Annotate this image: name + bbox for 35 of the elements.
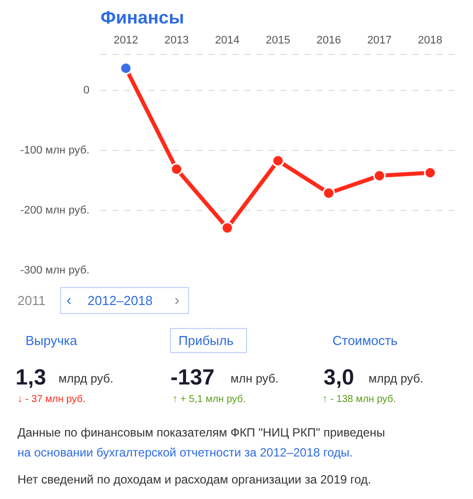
text: ↑ - 138 млн руб.	[322, 394, 396, 405]
y-tick-label: -100 млн руб.	[20, 144, 90, 156]
chart-title: Финансы	[100, 8, 184, 28]
point	[170, 162, 183, 176]
text: ‹	[66, 292, 72, 309]
text: Выручка	[26, 333, 78, 348]
x-tick-label: 2016	[316, 34, 341, 46]
y-tick-label: -200 млн руб.	[20, 204, 90, 216]
x-tick-label: 2018	[418, 34, 442, 46]
x-tick-label: 2012	[114, 34, 138, 46]
text: 2011	[18, 293, 46, 308]
point	[120, 62, 132, 75]
text: ↑ + 5,1 млн руб.	[172, 394, 246, 405]
text: Прибыль	[178, 333, 234, 348]
text: 2012–2018	[88, 293, 153, 308]
y-tick-label: 0	[83, 84, 90, 96]
text: на основании бухгалтерской отчетности за 2012–2018 годы.	[18, 446, 353, 460]
text: ↓ - 37 млн руб.	[18, 394, 86, 405]
x-tick-label: 2017	[367, 34, 392, 46]
text: Стоимость	[332, 333, 398, 348]
text: 3,0	[324, 364, 354, 390]
x-tick-label: 2014	[215, 34, 240, 46]
text: Данные по финансовым показателям ФКП "НИЦ РКП" приведены	[18, 426, 385, 440]
point	[221, 222, 234, 234]
point	[322, 186, 335, 200]
text: -137	[170, 364, 215, 390]
x-tick-label: 2013	[164, 34, 189, 46]
text: млрд руб.	[58, 372, 114, 386]
y-tick-label: -300 млн руб.	[20, 264, 90, 276]
x-tick-label: 2015	[266, 34, 290, 46]
text: млн руб.	[230, 372, 279, 386]
text: млрд руб.	[368, 372, 424, 386]
text: 1,3	[16, 364, 46, 390]
text: ›	[174, 292, 180, 309]
text: Нет сведений по доходам и расходам организации за 2019 год.	[18, 472, 372, 486]
